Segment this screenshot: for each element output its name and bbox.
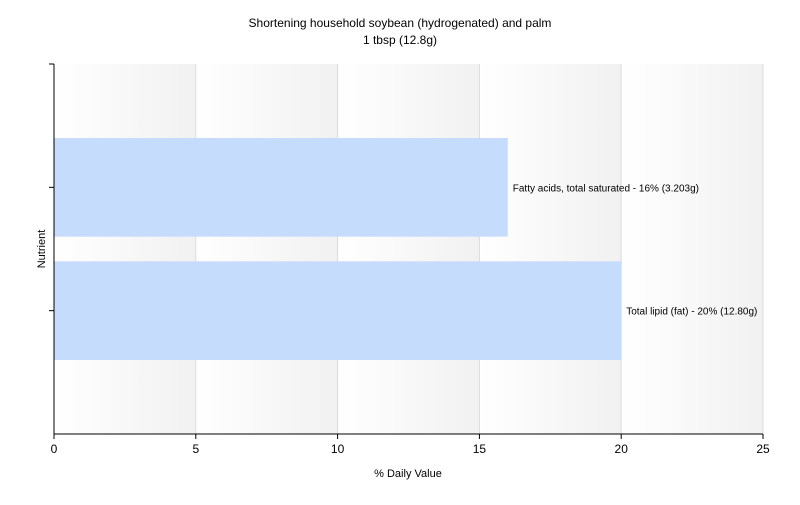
bar xyxy=(54,261,622,360)
bar xyxy=(54,138,508,237)
x-tick-label: 25 xyxy=(756,442,770,456)
plot-band xyxy=(54,64,196,434)
plot-band xyxy=(621,64,763,434)
data-label: Total lipid (fat) - 20% (12.80g) xyxy=(626,307,757,318)
plot-area: Fatty acids, total saturated - 16% (3.20… xyxy=(49,63,770,456)
x-axis-label: % Daily Value xyxy=(374,468,442,480)
plot-band xyxy=(479,64,622,434)
chart-subtitle: 1 tbsp (12.8g) xyxy=(363,33,437,47)
x-tick-label: 10 xyxy=(331,442,345,456)
x-tick-label: 5 xyxy=(192,442,199,456)
data-label: Fatty acids, total saturated - 16% (3.20… xyxy=(513,183,699,194)
x-tick-label: 15 xyxy=(473,442,487,456)
x-tick-label: 20 xyxy=(615,442,629,456)
y-axis-label: Nutrient xyxy=(36,230,48,269)
plot-band xyxy=(337,64,480,434)
plot-band xyxy=(195,64,338,434)
chart-title: Shortening household soybean (hydrogenat… xyxy=(249,16,552,30)
x-tick-label: 0 xyxy=(51,442,58,456)
